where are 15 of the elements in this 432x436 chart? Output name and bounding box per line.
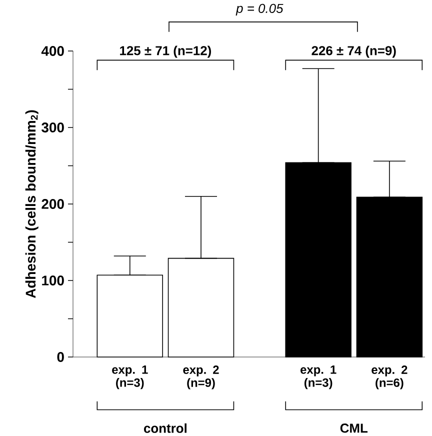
text: CML [340, 424, 368, 433]
x-tick-label: exp. 2 (n=6) [372, 366, 408, 390]
annotation: 125 ± 71 (n=12) [120, 46, 211, 58]
y-tick-label: 300 [42, 122, 64, 132]
y-tick-label: 400 [41, 46, 64, 56]
y-axis-title: Adhesion (cells bound/mm$_{2}$) [25, 110, 38, 298]
text: control [144, 423, 186, 433]
y-tick-label: 0 [57, 352, 64, 362]
x-tick-label: exp. 1 (n=3) [300, 366, 336, 390]
y-tick-label: 200 [42, 199, 64, 209]
y-tick-label: 100 [42, 276, 64, 286]
text: p = 0.05 [236, 4, 284, 16]
annotation: 226 ± 74 (n=9) [312, 46, 396, 58]
x-tick-label: exp. 1 (n=3) [112, 366, 148, 390]
x-tick-label: exp. 2 (n=9) [183, 366, 219, 390]
